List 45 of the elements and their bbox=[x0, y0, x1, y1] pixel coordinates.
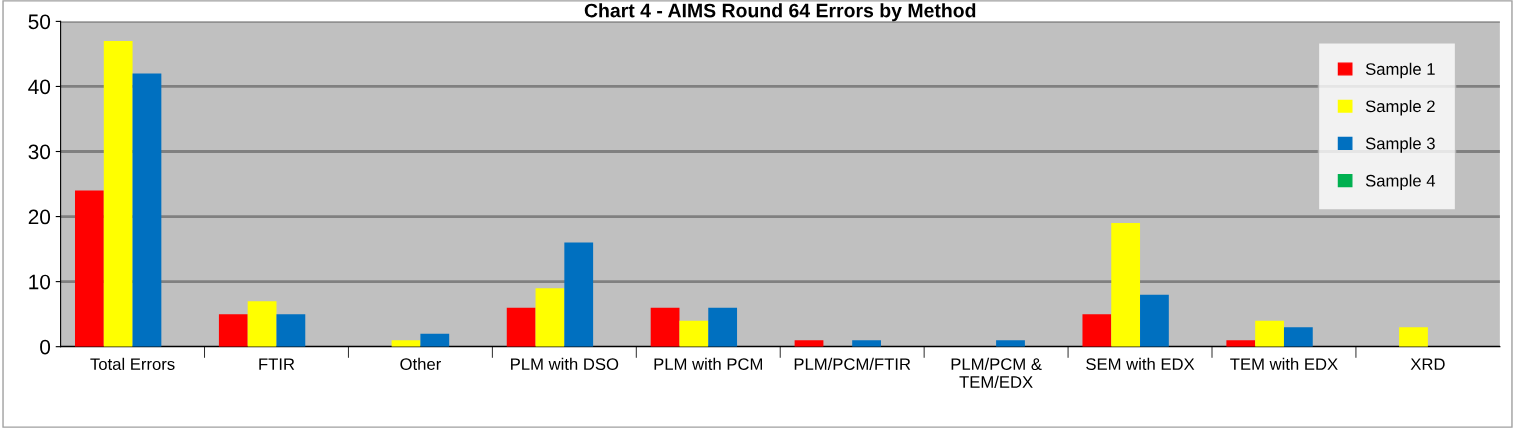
legend-label: Sample 3 bbox=[1365, 137, 1435, 153]
bar bbox=[218, 314, 248, 347]
bar bbox=[276, 314, 306, 347]
bar bbox=[391, 340, 421, 347]
bar bbox=[679, 320, 709, 347]
bar bbox=[1255, 320, 1284, 347]
x-tick-label: Other bbox=[400, 357, 441, 371]
legend-label: Sample 1 bbox=[1365, 62, 1435, 79]
x-tick-label: PLM/PCM/FTIR bbox=[794, 357, 911, 371]
bar bbox=[74, 190, 104, 347]
x-tick-label: Total Errors bbox=[90, 357, 175, 371]
bar bbox=[420, 333, 450, 347]
y-tick-label: 30 bbox=[28, 144, 51, 160]
x-tick-label: PLM with DSO bbox=[511, 357, 619, 371]
bar bbox=[1082, 314, 1112, 347]
bar bbox=[1111, 223, 1141, 347]
bar bbox=[708, 307, 738, 347]
bar bbox=[996, 340, 1025, 347]
bar bbox=[1226, 340, 1256, 347]
x-tick-label: FTIR bbox=[259, 358, 295, 370]
x-tick-label: TEM with EDX bbox=[1230, 357, 1338, 370]
y-tick-label: 20 bbox=[28, 209, 51, 225]
bar bbox=[1283, 327, 1313, 347]
bar bbox=[852, 340, 881, 347]
bar bbox=[794, 340, 824, 347]
bar bbox=[103, 40, 133, 347]
x-tick-label: XRD bbox=[1410, 358, 1445, 370]
bar bbox=[564, 242, 594, 347]
legend-label: Sample 2 bbox=[1365, 99, 1435, 116]
bar bbox=[535, 288, 565, 347]
y-tick-label: 50 bbox=[28, 14, 51, 30]
bar bbox=[132, 73, 162, 347]
legend-label: Sample 4 bbox=[1365, 174, 1436, 190]
bar bbox=[247, 301, 277, 347]
bar bbox=[506, 307, 536, 347]
chart-title: Chart 4 - AIMS Round 64 Errors by Method bbox=[584, 3, 976, 22]
x-tick-label: SEM with EDX bbox=[1086, 357, 1195, 371]
bar bbox=[1399, 327, 1428, 347]
x-tick-label: PLM/PCM & TEM/EDX bbox=[951, 357, 1042, 388]
bar bbox=[1140, 294, 1169, 347]
x-tick-label: PLM with PCM bbox=[654, 357, 762, 371]
y-tick-label: 40 bbox=[28, 79, 51, 95]
bar bbox=[650, 307, 680, 347]
y-tick-label: 10 bbox=[29, 274, 51, 290]
y-tick-label: 0 bbox=[40, 339, 51, 355]
